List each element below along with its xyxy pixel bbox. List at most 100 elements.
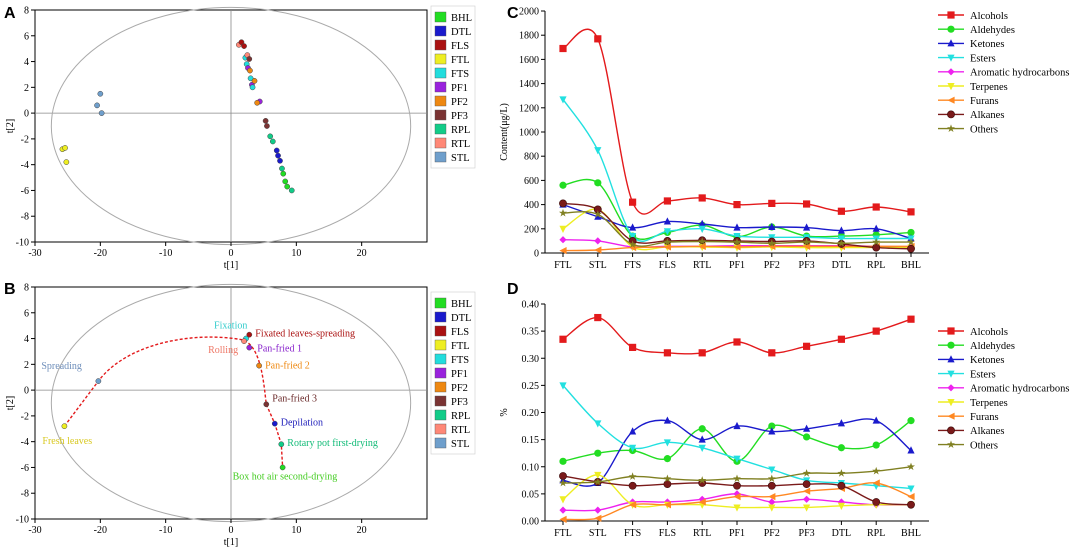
data-point-terpenes (559, 496, 567, 504)
data-point-others (663, 237, 672, 246)
legend-label-aromatic-hydrocarbons: Aromatic hydrocarbons (970, 68, 1069, 79)
legend-swatch-fts (434, 67, 447, 79)
legend-marker-ketones (947, 39, 955, 47)
data-point-ketones (803, 223, 811, 231)
legend-swatch-pf2 (434, 381, 447, 393)
data-point-ketones (768, 222, 776, 230)
y-tick-label: 2 (24, 360, 29, 371)
panel-letter-b: B (4, 281, 16, 298)
data-point-alcohols (768, 349, 776, 357)
legend-label-aldehydes: Aldehydes (970, 341, 1015, 352)
data-point-others (559, 478, 567, 487)
data-point-alkanes (837, 481, 846, 490)
data-point-ketones (698, 435, 706, 443)
data-point-esters (907, 485, 915, 493)
data-point-alkanes (872, 243, 881, 252)
score-point-rpl (288, 187, 295, 194)
x-tick-label: FTL (554, 528, 572, 539)
legend-label-rtl: RTL (451, 139, 470, 150)
data-point-esters (629, 444, 637, 452)
data-point-alcohols (629, 198, 637, 206)
legend-swatch-pf1 (434, 367, 447, 379)
data-point-aldehydes (768, 422, 776, 430)
stage-label: Pan-fried 3 (272, 393, 317, 404)
series-line-alcohols (562, 28, 912, 215)
legend-label-pf2: PF2 (451, 97, 468, 108)
legend-swatch-stl (434, 151, 447, 163)
trajectory-point-stl (95, 378, 102, 384)
data-point-alcohols (803, 342, 811, 350)
data-point-aldehydes (872, 441, 880, 449)
data-point-alcohols (663, 197, 671, 205)
score-point-rpl (279, 165, 285, 172)
legend-label-aromatic-hydrocarbons: Aromatic hydrocarbons (970, 384, 1069, 395)
data-point-others (698, 476, 707, 484)
data-point-terpenes (837, 502, 845, 511)
y-tick-label: 0.20 (522, 408, 540, 419)
panel-a-scores-plot: -30 -20 -10 0 10 20-10-8-6-4-202468t[1]t[2]BH… (5, 6, 476, 271)
data-point-others (698, 237, 707, 245)
data-point-alkanes (872, 498, 881, 506)
trajectory-point-ftl (61, 423, 68, 430)
data-point-esters (559, 382, 567, 390)
data-point-furans (559, 515, 567, 523)
data-point-alcohols (837, 335, 845, 343)
y-tick-label: -10 (16, 238, 29, 249)
data-point-others (802, 237, 811, 246)
data-point-aldehydes (663, 455, 672, 463)
data-point-ketones (629, 223, 637, 231)
data-point-furans (698, 242, 706, 250)
data-point-alcohols (872, 327, 880, 335)
data-point-aldehydes (803, 433, 811, 441)
data-point-alcohols (733, 338, 741, 346)
legend-label-bhl: BHL (451, 13, 472, 24)
data-point-ketones (733, 223, 741, 231)
data-point-alcohols (698, 194, 706, 202)
data-point-furans (907, 492, 915, 501)
score-point-pf2 (251, 78, 258, 84)
legend-swatch-fts (434, 353, 447, 365)
legend-marker-alkanes (947, 110, 955, 119)
data-point-alcohols (733, 201, 741, 209)
data-point-aldehydes (907, 417, 915, 425)
data-point-furans (768, 492, 776, 501)
x-tick-label: PF1 (729, 528, 745, 539)
legend-label-others: Others (970, 440, 998, 451)
x-tick-label: RTL (693, 260, 711, 271)
series-line-alcohols (562, 316, 912, 355)
x-tick-label: 0 (229, 248, 234, 259)
legend-label-pf1: PF1 (451, 83, 468, 94)
x-tick-label: FTS (624, 260, 641, 271)
data-point-alkanes (559, 199, 567, 208)
legend-swatch-dtl (434, 311, 447, 323)
data-point-alcohols (837, 207, 845, 215)
data-point-aldehydes (594, 449, 602, 457)
legend-label-bhl: BHL (451, 299, 472, 310)
x-tick-label: -30 (28, 525, 41, 536)
data-point-esters (733, 233, 741, 241)
y-tick-label: 1200 (519, 103, 539, 114)
legend-swatch-rpl (434, 123, 447, 135)
trajectory-point-rtl (241, 338, 247, 344)
y-tick-label: 0 (24, 109, 29, 120)
y-tick-label: 1600 (519, 55, 539, 66)
y-tick-label: 0.10 (522, 462, 540, 473)
data-point-terpenes (733, 504, 741, 512)
stage-label: Fixation (214, 321, 247, 332)
legend-label-pf2: PF2 (451, 383, 468, 394)
x-tick-label: -10 (159, 248, 172, 259)
y-tick-label: -4 (21, 160, 29, 171)
data-point-alcohols (698, 349, 706, 357)
data-point-others (907, 462, 915, 471)
x-tick-label: BHL (901, 528, 921, 539)
legend-label-alcohols: Alcohols (970, 11, 1008, 22)
data-point-terpenes (803, 504, 811, 512)
score-point-bhl (282, 178, 289, 185)
score-point-pf2 (247, 67, 253, 74)
data-point-ketones (768, 427, 776, 435)
legend-swatch-rpl (434, 409, 447, 421)
stage-label: Depilation (281, 418, 323, 429)
data-point-others (663, 474, 672, 483)
y-tick-label: 4 (24, 57, 29, 68)
